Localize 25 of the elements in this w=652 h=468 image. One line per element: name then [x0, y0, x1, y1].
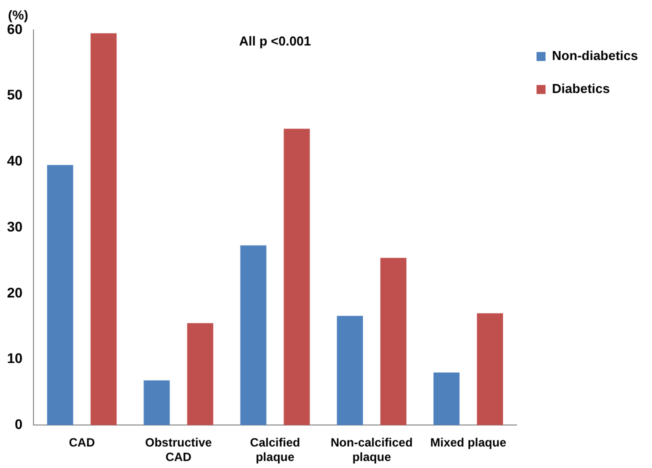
x-tick-label: Obstructive CAD: [145, 436, 212, 464]
bar: [336, 316, 363, 426]
bar: [433, 372, 460, 426]
x-tick-label: Non-calcificed plaque: [330, 436, 413, 464]
bar: [187, 323, 214, 426]
x-tick-label: CAD: [68, 436, 96, 450]
y-tick-label: 20: [6, 284, 23, 300]
annotation: All p <0.001: [239, 34, 312, 49]
bar: [47, 165, 74, 426]
y-tick-label: 0: [14, 416, 23, 432]
y-axis-title: (%): [8, 8, 28, 23]
bar: [90, 33, 117, 426]
legend-label: Non-diabetics: [552, 48, 638, 64]
y-tick-label: 10: [6, 350, 23, 366]
bar: [284, 128, 310, 426]
bar: [240, 245, 266, 426]
x-tick-label: Calcified plaque: [250, 436, 300, 464]
bar: [476, 313, 504, 426]
x-tick-label: Mixed plaque: [430, 436, 507, 450]
legend-label: Diabetics: [552, 81, 610, 96]
y-tick-label: 40: [6, 152, 23, 169]
y-tick-label: 50: [6, 86, 23, 103]
bar: [380, 258, 406, 426]
y-tick-label: 30: [6, 218, 23, 234]
bar: [144, 380, 170, 426]
